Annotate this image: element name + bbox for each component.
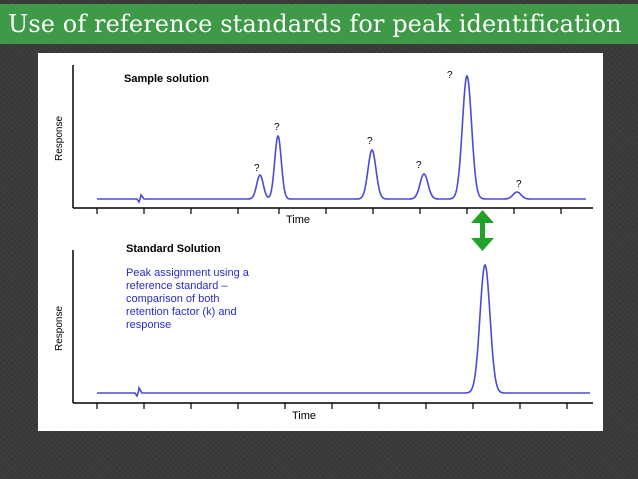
standard-trace bbox=[97, 263, 590, 398]
peak-marker: ? bbox=[416, 160, 422, 171]
note-line: reference standard – bbox=[126, 280, 228, 292]
chromatogram-svg: Sample solution Response Time ? ? ? ? ? … bbox=[54, 65, 593, 422]
sample-panel-title: Sample solution bbox=[124, 73, 209, 85]
peak-marker: ? bbox=[367, 136, 373, 147]
standard-note: Peak assignment using a reference standa… bbox=[126, 267, 250, 331]
standard-ticks bbox=[96, 403, 568, 409]
sample-trace bbox=[97, 74, 586, 204]
peak-marker: ? bbox=[254, 163, 260, 174]
peak-marker: ? bbox=[447, 70, 453, 81]
standard-panel-title: Standard Solution bbox=[126, 243, 221, 255]
double-headed-arrow-icon bbox=[471, 210, 494, 251]
sample-x-label: Time bbox=[286, 214, 310, 226]
standard-x-label: Time bbox=[292, 410, 316, 422]
sample-ticks bbox=[96, 208, 562, 214]
chromatogram-figure: Sample solution Response Time ? ? ? ? ? … bbox=[38, 53, 603, 431]
note-line: Peak assignment using a bbox=[126, 267, 250, 279]
note-line: comparison of both bbox=[126, 293, 220, 305]
peak-marker: ? bbox=[274, 122, 280, 133]
sample-y-label: Response bbox=[54, 116, 65, 161]
title-bar: Use of reference standards for peak iden… bbox=[0, 4, 638, 44]
standard-panel: Standard Solution Response Time Peak ass… bbox=[54, 243, 593, 422]
standard-y-label: Response bbox=[54, 306, 65, 351]
slide-title: Use of reference standards for peak iden… bbox=[8, 10, 622, 38]
note-line: response bbox=[126, 319, 171, 331]
sample-panel: Sample solution Response Time ? ? ? ? ? … bbox=[54, 65, 593, 226]
note-line: retention factor (k) and bbox=[126, 306, 237, 318]
peak-marker: ? bbox=[516, 179, 522, 190]
